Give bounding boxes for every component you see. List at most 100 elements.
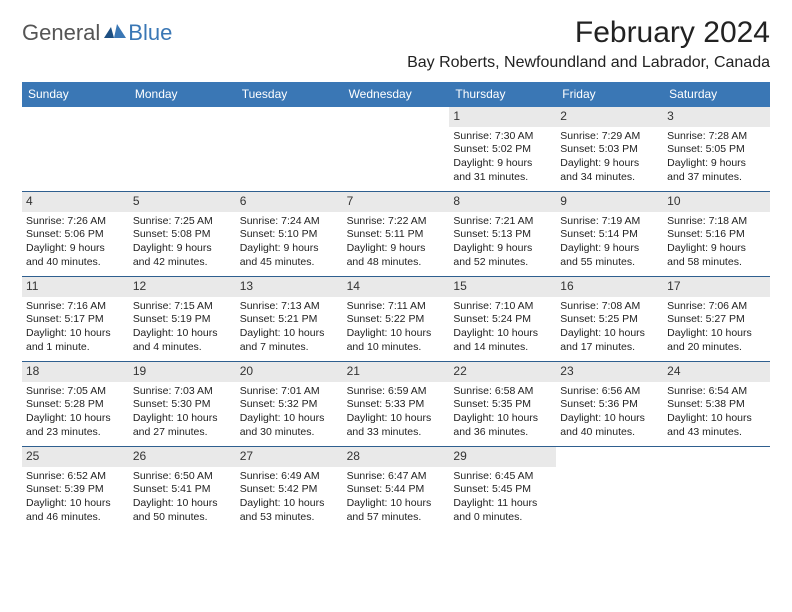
sunset-text: Sunset: 5:14 PM bbox=[560, 228, 659, 242]
calendar-cell: 9 Sunrise: 7:19 AMSunset: 5:14 PMDaylight… bbox=[556, 191, 663, 276]
day-number: 2 bbox=[556, 107, 663, 127]
calendar-cell: 25Sunrise: 6:52 AMSunset: 5:39 PMDayligh… bbox=[22, 446, 129, 531]
sunrise-text: Sunrise: 7:06 AM bbox=[667, 300, 766, 314]
daylight-text: Daylight: 9 hours and 31 minutes. bbox=[453, 157, 552, 184]
sunrise-text: Sunrise: 7:29 AM bbox=[560, 130, 659, 144]
sunrise-text: Sunrise: 7:11 AM bbox=[347, 300, 446, 314]
calendar-cell bbox=[22, 106, 129, 191]
daylight-text: Daylight: 9 hours and 42 minutes. bbox=[133, 242, 232, 269]
calendar-cell: 21Sunrise: 6:59 AMSunset: 5:33 PMDayligh… bbox=[343, 361, 450, 446]
calendar-cell: 3Sunrise: 7:28 AMSunset: 5:05 PMDaylight… bbox=[663, 106, 770, 191]
day-header: Saturday bbox=[663, 82, 770, 106]
day-number: 6 bbox=[236, 192, 343, 212]
flag-icon bbox=[104, 22, 126, 45]
daylight-text: Daylight: 10 hours and 50 minutes. bbox=[133, 497, 232, 524]
logo-text-blue: Blue bbox=[128, 20, 172, 46]
sunset-text: Sunset: 5:41 PM bbox=[133, 483, 232, 497]
daylight-text: Daylight: 11 hours and 0 minutes. bbox=[453, 497, 552, 524]
location-text: Bay Roberts, Newfoundland and Labrador, … bbox=[407, 54, 770, 72]
sunset-text: Sunset: 5:22 PM bbox=[347, 313, 446, 327]
sunrise-text: Sunrise: 7:08 AM bbox=[560, 300, 659, 314]
sunset-text: Sunset: 5:45 PM bbox=[453, 483, 552, 497]
sunset-text: Sunset: 5:30 PM bbox=[133, 398, 232, 412]
sunset-text: Sunset: 5:36 PM bbox=[560, 398, 659, 412]
day-header: Friday bbox=[556, 82, 663, 106]
sunset-text: Sunset: 5:13 PM bbox=[453, 228, 552, 242]
logo-text-general: General bbox=[22, 20, 100, 46]
daylight-text: Daylight: 9 hours and 55 minutes. bbox=[560, 242, 659, 269]
sunset-text: Sunset: 5:19 PM bbox=[133, 313, 232, 327]
day-number: 7 bbox=[343, 192, 450, 212]
day-number: 9 bbox=[556, 192, 663, 212]
day-number: 26 bbox=[129, 447, 236, 467]
day-header: Sunday bbox=[22, 82, 129, 106]
day-number: 29 bbox=[449, 447, 556, 467]
daylight-text: Daylight: 9 hours and 40 minutes. bbox=[26, 242, 125, 269]
calendar-cell: 15Sunrise: 7:10 AMSunset: 5:24 PMDayligh… bbox=[449, 276, 556, 361]
day-number: 17 bbox=[663, 277, 770, 297]
sunrise-text: Sunrise: 7:30 AM bbox=[453, 130, 552, 144]
sunrise-text: Sunrise: 7:19 AM bbox=[560, 215, 659, 229]
calendar-cell: 24Sunrise: 6:54 AMSunset: 5:38 PMDayligh… bbox=[663, 361, 770, 446]
daylight-text: Daylight: 10 hours and 53 minutes. bbox=[240, 497, 339, 524]
sunset-text: Sunset: 5:10 PM bbox=[240, 228, 339, 242]
calendar-cell: 12 Sunrise: 7:15 AMSunset: 5:19 PMDayligh… bbox=[129, 276, 236, 361]
daylight-text: Daylight: 10 hours and 30 minutes. bbox=[240, 412, 339, 439]
sunset-text: Sunset: 5:25 PM bbox=[560, 313, 659, 327]
calendar-cell bbox=[343, 106, 450, 191]
day-number: 12 bbox=[129, 277, 236, 297]
calendar-cell: 27Sunrise: 6:49 AMSunset: 5:42 PMDayligh… bbox=[236, 446, 343, 531]
sunset-text: Sunset: 5:24 PM bbox=[453, 313, 552, 327]
sunrise-text: Sunrise: 6:54 AM bbox=[667, 385, 766, 399]
calendar-cell: 17Sunrise: 7:06 AMSunset: 5:27 PMDayligh… bbox=[663, 276, 770, 361]
sunrise-text: Sunrise: 7:24 AM bbox=[240, 215, 339, 229]
daylight-text: Daylight: 10 hours and 4 minutes. bbox=[133, 327, 232, 354]
sunrise-text: Sunrise: 7:05 AM bbox=[26, 385, 125, 399]
logo: General Blue bbox=[22, 20, 172, 46]
day-number: 3 bbox=[663, 107, 770, 127]
day-number: 8 bbox=[449, 192, 556, 212]
day-number: 28 bbox=[343, 447, 450, 467]
title-block: February 2024 Bay Roberts, Newfoundland … bbox=[407, 16, 770, 72]
sunset-text: Sunset: 5:08 PM bbox=[133, 228, 232, 242]
daylight-text: Daylight: 10 hours and 27 minutes. bbox=[133, 412, 232, 439]
calendar-cell: 29Sunrise: 6:45 AMSunset: 5:45 PMDayligh… bbox=[449, 446, 556, 531]
sunrise-text: Sunrise: 7:28 AM bbox=[667, 130, 766, 144]
sunrise-text: Sunrise: 7:15 AM bbox=[133, 300, 232, 314]
calendar-cell: 20Sunrise: 7:01 AMSunset: 5:32 PMDayligh… bbox=[236, 361, 343, 446]
calendar-cell: 5 Sunrise: 7:25 AMSunset: 5:08 PMDaylight… bbox=[129, 191, 236, 276]
day-number: 24 bbox=[663, 362, 770, 382]
sunrise-text: Sunrise: 7:25 AM bbox=[133, 215, 232, 229]
day-number: 1 bbox=[449, 107, 556, 127]
sunrise-text: Sunrise: 6:52 AM bbox=[26, 470, 125, 484]
calendar-cell: 10Sunrise: 7:18 AMSunset: 5:16 PMDayligh… bbox=[663, 191, 770, 276]
day-header: Tuesday bbox=[236, 82, 343, 106]
day-number: 5 bbox=[129, 192, 236, 212]
daylight-text: Daylight: 9 hours and 34 minutes. bbox=[560, 157, 659, 184]
calendar-cell: 2 Sunrise: 7:29 AMSunset: 5:03 PMDaylight… bbox=[556, 106, 663, 191]
calendar-cell: 23Sunrise: 6:56 AMSunset: 5:36 PMDayligh… bbox=[556, 361, 663, 446]
calendar-cell: 1Sunrise: 7:30 AMSunset: 5:02 PMDaylight… bbox=[449, 106, 556, 191]
day-number: 15 bbox=[449, 277, 556, 297]
sunrise-text: Sunrise: 6:49 AM bbox=[240, 470, 339, 484]
calendar-cell bbox=[236, 106, 343, 191]
daylight-text: Daylight: 9 hours and 58 minutes. bbox=[667, 242, 766, 269]
sunrise-text: Sunrise: 6:58 AM bbox=[453, 385, 552, 399]
calendar-grid: SundayMondayTuesdayWednesdayThursdayFrid… bbox=[22, 82, 770, 531]
sunset-text: Sunset: 5:06 PM bbox=[26, 228, 125, 242]
day-number: 23 bbox=[556, 362, 663, 382]
day-number: 18 bbox=[22, 362, 129, 382]
sunrise-text: Sunrise: 7:18 AM bbox=[667, 215, 766, 229]
calendar-cell: 16Sunrise: 7:08 AMSunset: 5:25 PMDayligh… bbox=[556, 276, 663, 361]
daylight-text: Daylight: 10 hours and 7 minutes. bbox=[240, 327, 339, 354]
daylight-text: Daylight: 9 hours and 48 minutes. bbox=[347, 242, 446, 269]
day-number: 21 bbox=[343, 362, 450, 382]
daylight-text: Daylight: 10 hours and 36 minutes. bbox=[453, 412, 552, 439]
day-number: 20 bbox=[236, 362, 343, 382]
daylight-text: Daylight: 9 hours and 45 minutes. bbox=[240, 242, 339, 269]
sunset-text: Sunset: 5:44 PM bbox=[347, 483, 446, 497]
sunrise-text: Sunrise: 7:16 AM bbox=[26, 300, 125, 314]
sunrise-text: Sunrise: 7:26 AM bbox=[26, 215, 125, 229]
day-number: 4 bbox=[22, 192, 129, 212]
sunset-text: Sunset: 5:03 PM bbox=[560, 143, 659, 157]
